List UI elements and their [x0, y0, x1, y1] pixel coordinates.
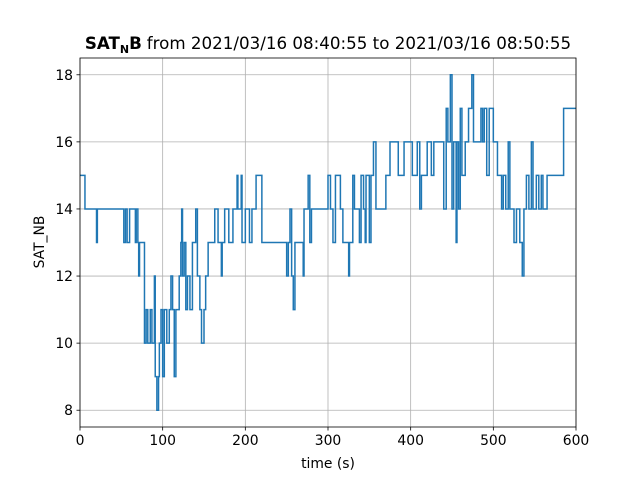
title-bold-end: B: [129, 33, 142, 53]
plot-frame: [79, 57, 577, 428]
y-tick-label: 8: [64, 403, 73, 419]
x-tick-label: 300: [315, 433, 342, 449]
y-axis-label: SAT_NB: [32, 216, 48, 269]
title-subscript: N: [120, 43, 129, 56]
data-line: [80, 74, 576, 411]
y-tick-label: 12: [55, 269, 73, 285]
x-tick-label: 0: [76, 433, 85, 449]
y-tick-label: 14: [55, 202, 73, 218]
x-tick-label: 400: [397, 433, 424, 449]
x-tick-label: 100: [149, 433, 176, 449]
title-bold: SAT: [85, 33, 121, 53]
chart-title: SATNB from 2021/03/16 08:40:55 to 2021/03…: [85, 33, 571, 56]
x-axis-label: time (s): [301, 456, 355, 472]
y-tick-label: 10: [55, 336, 73, 352]
y-tick-label: 16: [55, 135, 73, 151]
x-tick-label: 600: [563, 433, 590, 449]
x-tick-label: 200: [232, 433, 259, 449]
title-text: from 2021/03/16 08:40:55 to 2021/03/16 0…: [147, 33, 571, 53]
x-tick-label: 500: [480, 433, 507, 449]
y-tick-label: 18: [55, 68, 73, 84]
